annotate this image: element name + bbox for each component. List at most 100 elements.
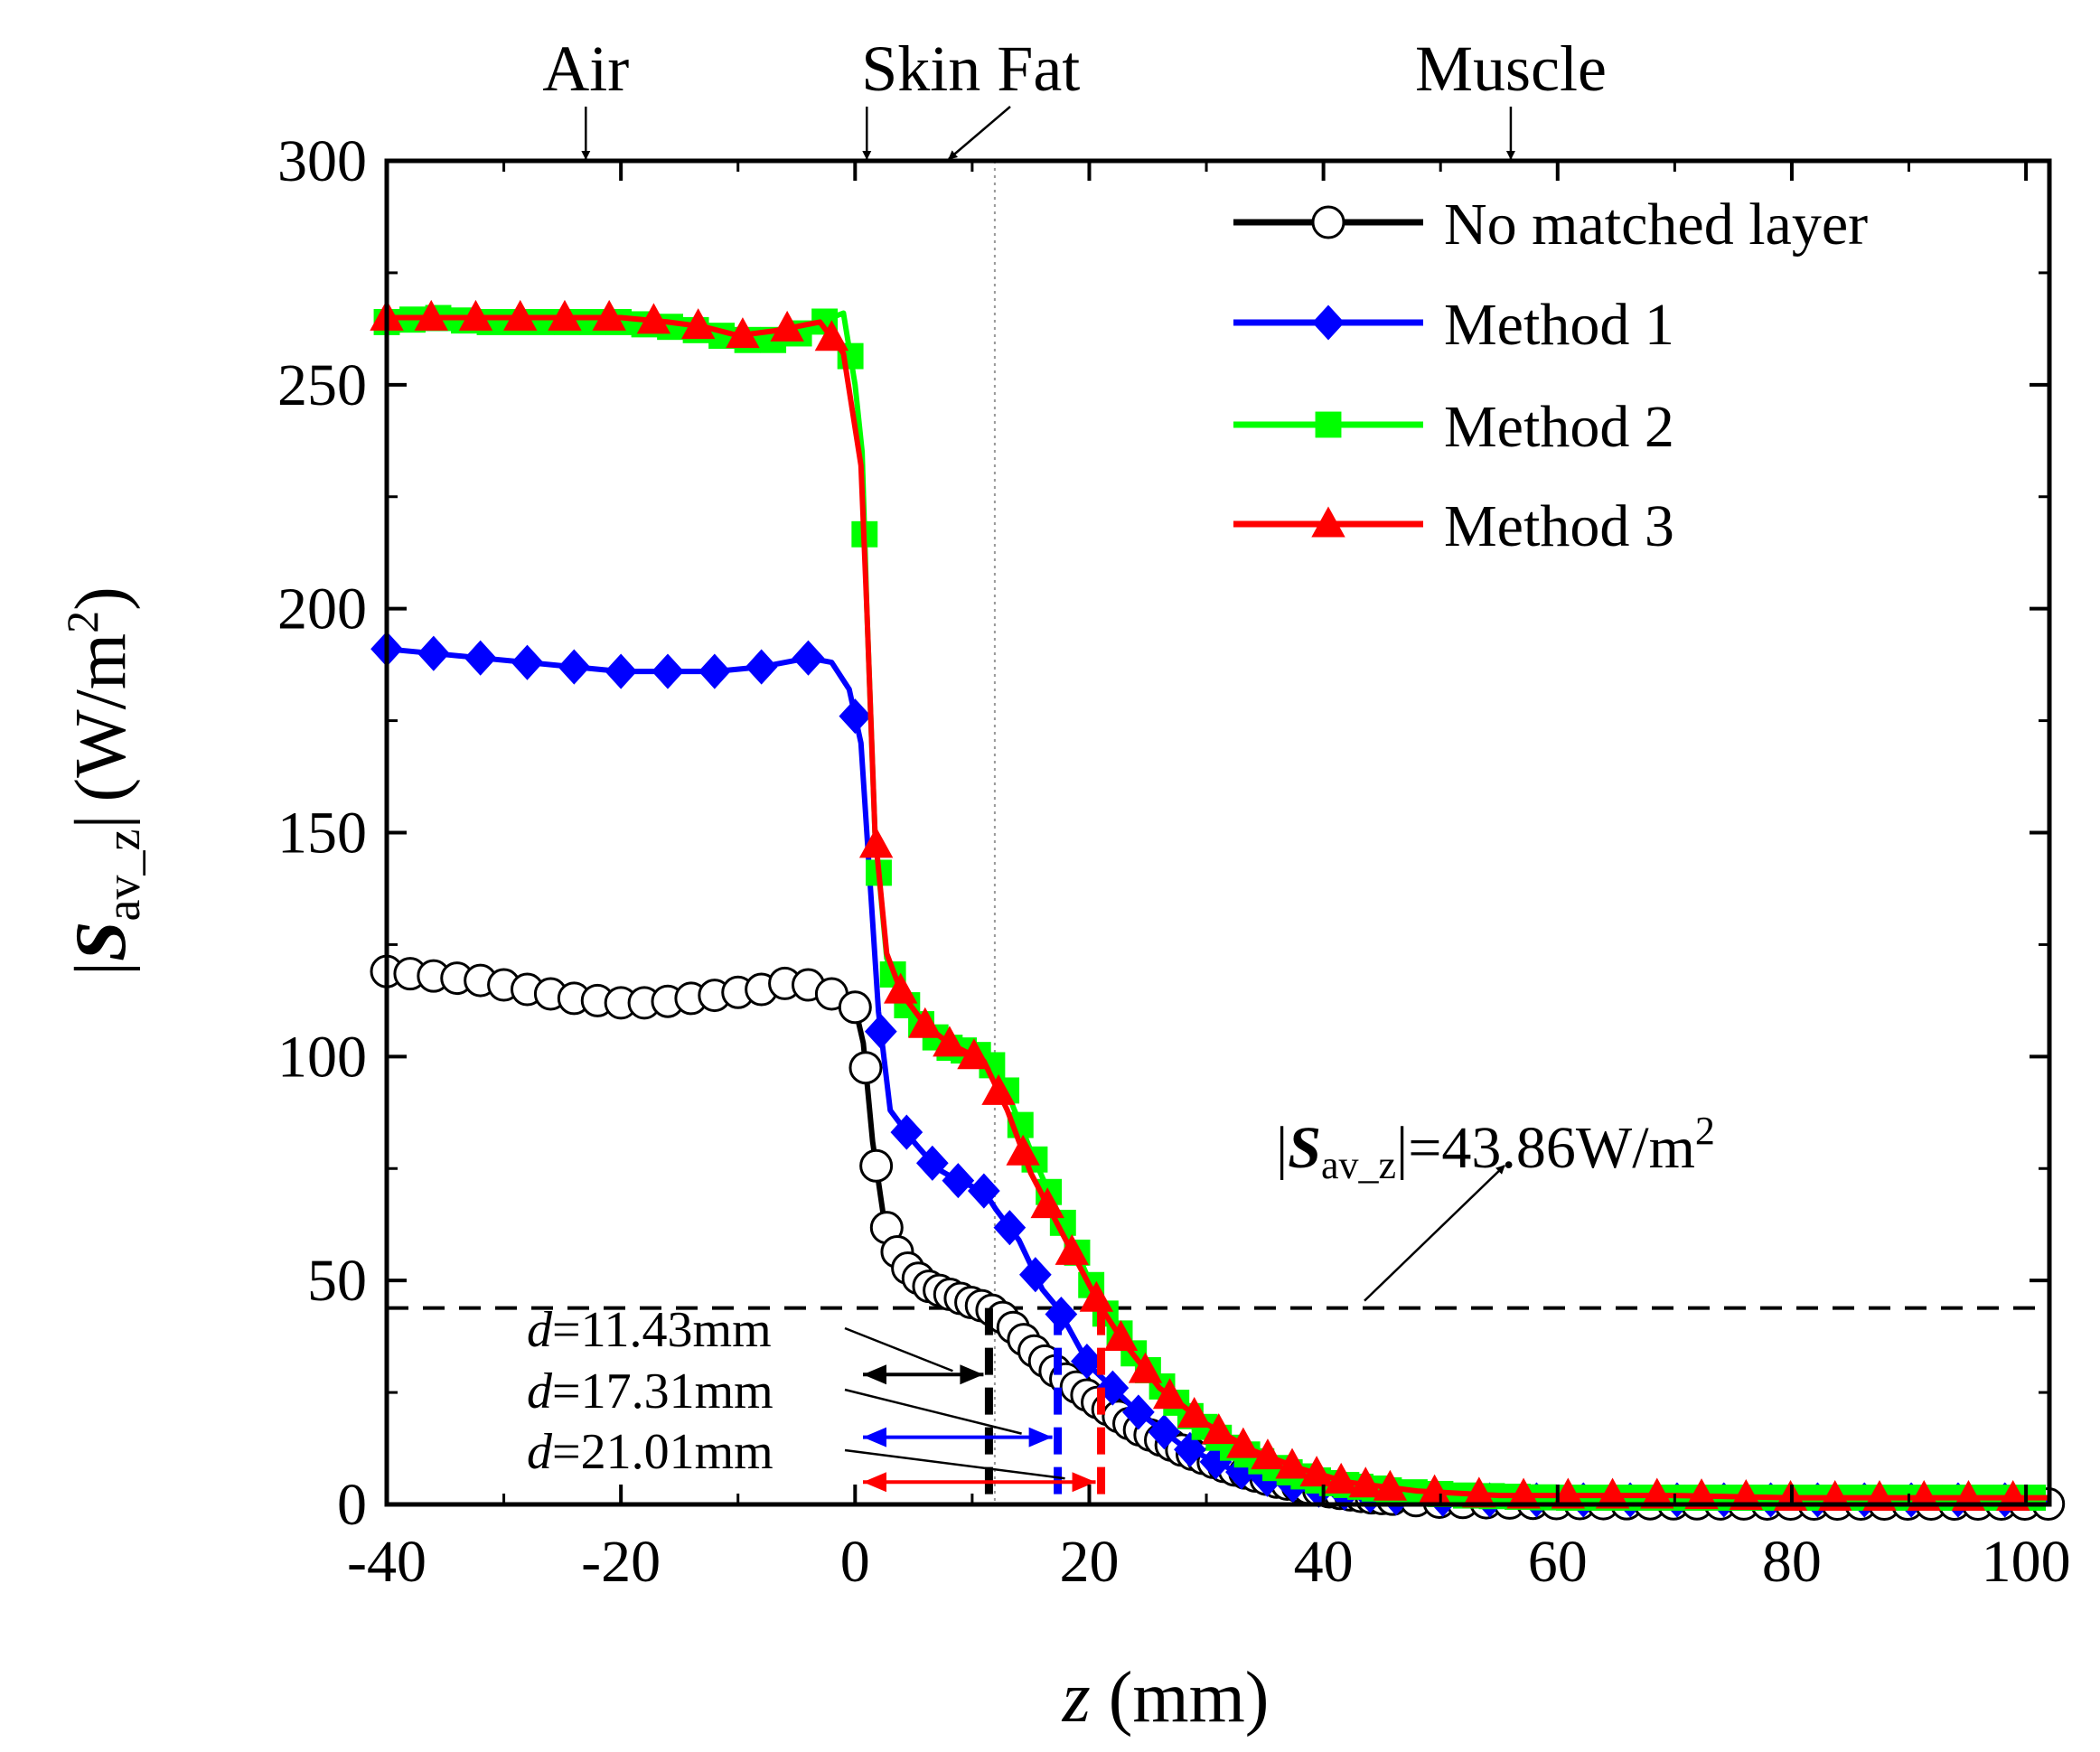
data-point-marker xyxy=(1225,1454,1258,1490)
depth-leader-line xyxy=(844,1326,953,1373)
data-point-marker xyxy=(884,972,918,1004)
data-point-marker xyxy=(558,649,591,685)
depth-label-var: d xyxy=(527,1363,553,1419)
data-point-marker xyxy=(1251,1438,1285,1470)
data-point-marker xyxy=(1030,1187,1064,1219)
legend: No matched layer Method 1 Method 2 Method 3 xyxy=(1233,192,1868,559)
x-axis-title: z (mm) xyxy=(1062,1658,1270,1738)
data-point-marker xyxy=(1299,1456,1334,1487)
data-point-marker xyxy=(1152,1378,1187,1410)
x-tick-label: 0 xyxy=(840,1529,870,1595)
depth-label-var: d xyxy=(527,1302,553,1358)
depth-label-value: =11.43mm xyxy=(552,1302,772,1358)
threshold-leader-arrow xyxy=(1364,1165,1505,1302)
y-title-close: ) xyxy=(61,586,141,611)
depth-label-value: =17.31mm xyxy=(552,1363,773,1419)
data-point-marker xyxy=(942,1163,975,1199)
data-point-marker xyxy=(605,653,638,689)
x-tick-label: 40 xyxy=(1294,1529,1354,1595)
depth-marker-1: d=11.43mm xyxy=(527,1302,993,1504)
axes: -40 -20 0 20 40 60 80 100 0 50 100 150 200 250 300 xyxy=(277,128,2071,1595)
data-point-marker xyxy=(1202,1413,1236,1445)
x-tick-label: 80 xyxy=(1762,1529,1822,1595)
depth-label-var: d xyxy=(527,1424,553,1480)
depth-arrow-head-left xyxy=(863,1427,886,1448)
legend-item-3: Method 2 xyxy=(1233,394,1674,460)
depth-leader-line xyxy=(844,1448,1065,1480)
legend-label: Method 3 xyxy=(1444,493,1674,559)
threshold-value: |=43.86W/m xyxy=(1396,1115,1695,1181)
y-axis-title: |Sav_z|(W/m2) xyxy=(57,586,150,976)
threshold-symbol: S xyxy=(1288,1115,1321,1181)
y-title-bar-close: | xyxy=(61,815,141,829)
x-tick-label: -20 xyxy=(581,1529,661,1595)
data-point-marker xyxy=(859,1148,894,1183)
y-tick-label: 200 xyxy=(277,576,367,642)
threshold-label: |Sav_z|=43.86W/m2 xyxy=(1276,1109,1715,1187)
depth-arrow-head-right xyxy=(960,1364,984,1385)
region-labels: Air Skin Fat Muscle xyxy=(542,33,1607,160)
data-point-marker xyxy=(458,299,493,331)
depth-arrow-head-left xyxy=(863,1472,886,1493)
y-title-sup: 2 xyxy=(57,611,108,633)
data-point-marker xyxy=(908,1007,942,1038)
data-point-marker xyxy=(1006,1134,1040,1166)
y-tick-label: 150 xyxy=(277,801,367,867)
data-point-marker xyxy=(933,1026,967,1057)
legend-item-4: Method 3 xyxy=(1233,493,1674,559)
data-point-marker xyxy=(511,644,544,680)
data-point-marker xyxy=(417,635,450,671)
data-point-marker xyxy=(864,1014,897,1050)
region-label-muscle: Muscle xyxy=(1415,33,1607,160)
y-title-bar-open: | xyxy=(61,961,141,976)
data-point-marker xyxy=(1462,1476,1496,1508)
x-title-unit: (mm) xyxy=(1109,1658,1270,1738)
y-tick-label: 0 xyxy=(337,1472,367,1538)
data-point-marker xyxy=(592,299,626,331)
series-method-3 xyxy=(370,299,2049,1512)
region-label-skin-fat: Skin Fat xyxy=(861,33,1080,160)
data-point-marker xyxy=(1506,1477,1541,1509)
y-tick-label: 100 xyxy=(277,1024,367,1090)
legend-label: No matched layer xyxy=(1444,192,1868,258)
data-point-marker xyxy=(814,320,849,351)
data-point-marker xyxy=(414,299,448,331)
data-point-marker xyxy=(1226,1427,1261,1458)
data-point-marker xyxy=(1174,1431,1206,1467)
depth-label: d=11.43mm xyxy=(527,1302,772,1358)
data-point-marker xyxy=(1128,1352,1163,1383)
depth-arrow-head-right xyxy=(1028,1427,1053,1448)
data-point-marker xyxy=(636,303,671,334)
legend-marker xyxy=(1311,506,1345,538)
y-tick-label: 250 xyxy=(277,352,367,418)
depth-marker-2: d=17.31mm xyxy=(527,1307,1063,1504)
data-point-marker xyxy=(1373,1469,1408,1501)
y-title-unit: (W/m xyxy=(61,633,141,802)
data-point-marker xyxy=(792,640,825,676)
data-point-marker xyxy=(1055,1233,1089,1265)
data-point-marker xyxy=(915,1145,949,1181)
data-point-marker xyxy=(993,1210,1027,1246)
data-point-marker xyxy=(1417,1474,1452,1505)
data-point-marker xyxy=(1122,1394,1155,1430)
data-point-marker xyxy=(1019,1257,1052,1293)
x-tick-label: 60 xyxy=(1528,1529,1588,1595)
data-point-marker xyxy=(1103,1320,1139,1352)
data-point-marker xyxy=(1199,1444,1233,1480)
x-title-var: z xyxy=(1062,1658,1091,1738)
x-tick-label: 20 xyxy=(1059,1529,1119,1595)
legend-marker xyxy=(1311,205,1345,239)
data-point-marker xyxy=(528,308,555,335)
depth-leader-line xyxy=(844,1388,1022,1435)
y-tick-label: 300 xyxy=(277,128,367,194)
data-point-marker xyxy=(680,308,716,340)
data-point-marker xyxy=(1324,1462,1358,1494)
legend-label: Method 1 xyxy=(1444,292,1674,358)
data-point-marker xyxy=(1684,1478,1719,1510)
region-label-text: Skin Fat xyxy=(861,33,1080,105)
data-point-marker xyxy=(1275,1448,1309,1479)
threshold-sup: 2 xyxy=(1695,1109,1715,1153)
fat-region-arrow xyxy=(948,106,1011,160)
depth-marker-3: d=21.01mm xyxy=(527,1307,1106,1504)
data-point-marker xyxy=(839,698,872,735)
